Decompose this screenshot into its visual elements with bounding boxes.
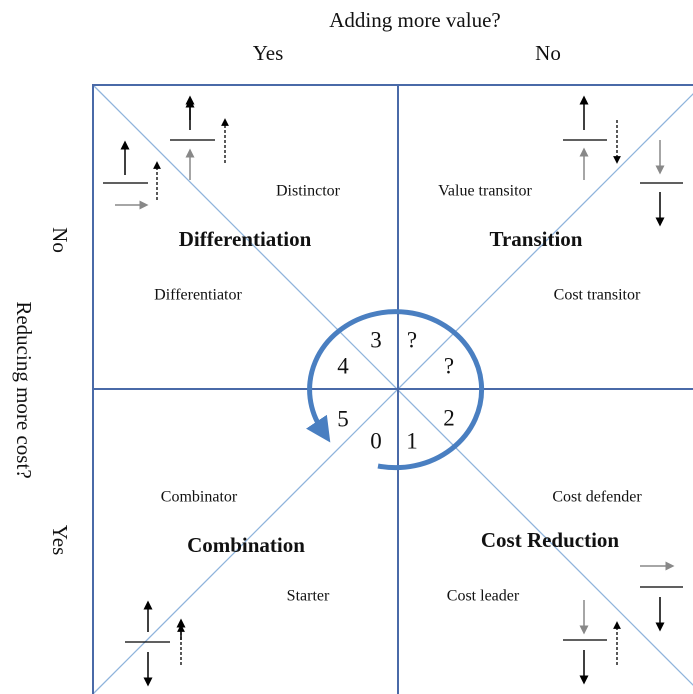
- side-title: Reducing more cost?: [12, 301, 36, 478]
- quadrant-label: Distinctor: [276, 183, 341, 200]
- segment-label: 0: [370, 428, 382, 453]
- quadrant-label: Differentiator: [154, 287, 242, 304]
- header-title: Adding more value?: [329, 8, 500, 32]
- segment-label: 2: [443, 405, 455, 430]
- quadrant-name: Combination: [187, 533, 305, 557]
- quadrant-label: Combinator: [161, 489, 238, 506]
- quadrant-label: Cost defender: [552, 489, 642, 506]
- row-label: Yes: [48, 525, 72, 556]
- grid: [92, 84, 693, 694]
- row-label: No: [48, 227, 72, 253]
- column-label: No: [535, 41, 561, 65]
- segment-label: ?: [444, 353, 454, 378]
- segment-label: 3: [370, 327, 382, 352]
- segment-label: 4: [337, 353, 349, 378]
- quadrant-label: Value transitor: [438, 183, 532, 200]
- quadrant-name: Differentiation: [179, 227, 312, 251]
- segment-label: 1: [406, 428, 418, 453]
- quadrant-name: Transition: [490, 227, 583, 251]
- quadrant-label: Cost leader: [447, 588, 520, 605]
- arrow-icons: [103, 95, 683, 687]
- quadrant-label: Starter: [287, 588, 330, 605]
- quadrant-name: Cost Reduction: [481, 528, 620, 552]
- segment-label: ?: [407, 327, 417, 352]
- quadrant-label: Cost transitor: [554, 287, 641, 304]
- cycle-arrow: [306, 309, 485, 471]
- segment-label: 5: [337, 406, 349, 431]
- column-label: Yes: [253, 41, 284, 65]
